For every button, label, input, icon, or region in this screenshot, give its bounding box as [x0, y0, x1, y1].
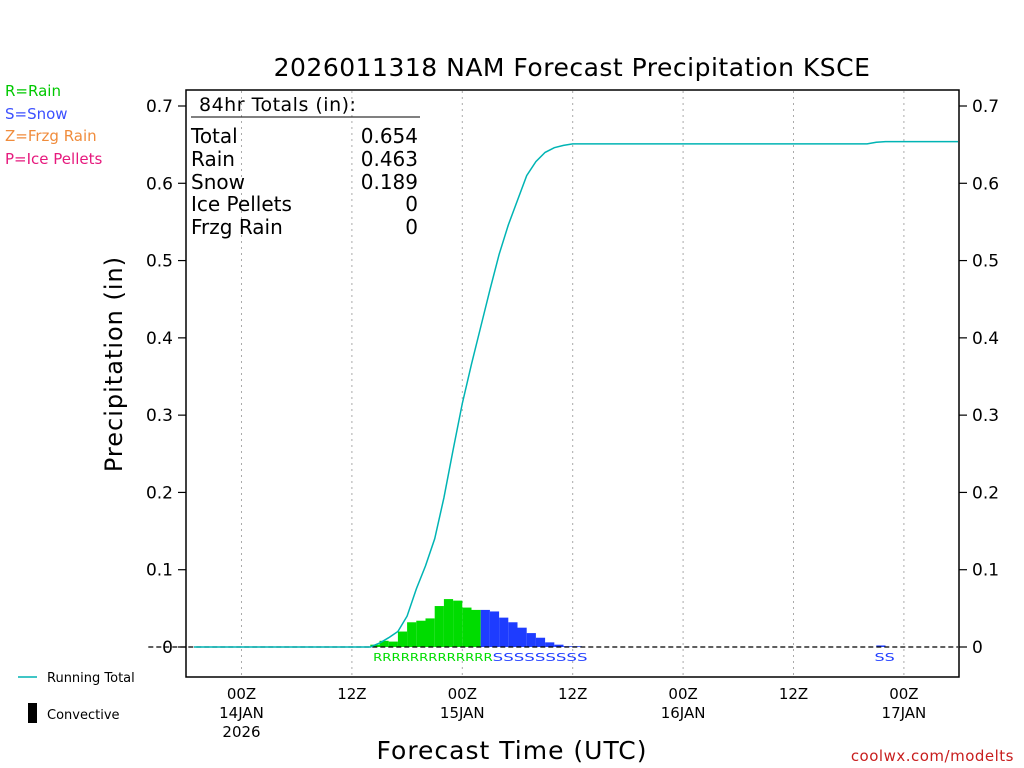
plot-area [185, 89, 960, 678]
precip-bar-1 [379, 640, 389, 647]
ptype-label-row-1: SSSSSSSSS [493, 651, 588, 664]
y-tick-label-left-3: 0.3 [146, 406, 173, 426]
y-tick-label-right-1: 0.1 [972, 561, 999, 581]
precip-bar-7 [434, 606, 444, 647]
x-tick-label-0-3: 2026 [222, 723, 260, 741]
totals-label-snow: Snow [191, 170, 245, 194]
precip-bar-18 [535, 637, 546, 647]
precip-bar-20 [554, 644, 564, 647]
ptype-label-row-0: RRRRRRRRRRRRR [373, 651, 493, 664]
running-total-legend-label: Running Total [47, 671, 135, 686]
x-tick-label-0-2: 14JAN [219, 704, 264, 722]
totals-label-rain: Rain [191, 147, 235, 171]
precip-bar-23 [876, 645, 886, 647]
bottom-legend: Running Total Convective [18, 671, 135, 723]
chart-title: 2026011318 NAM Forecast Precipitation KS… [274, 53, 871, 82]
totals-value-total: 0.654 [361, 124, 418, 148]
x-tick-label-6-1: 00Z [889, 685, 918, 703]
precip-bar-11 [471, 609, 481, 647]
totals-label-ice-pellets: Ice Pellets [191, 192, 292, 216]
precip-bar-22 [572, 646, 582, 648]
precip-bar-15 [508, 622, 518, 647]
y-tick-label-left-2: 0.2 [146, 483, 173, 503]
y-tick-label-right-2: 0.2 [972, 483, 999, 503]
precip-bar-8 [443, 599, 454, 647]
y-tick-label-left-1: 0.1 [146, 561, 173, 581]
precip-bar-4 [407, 622, 417, 647]
totals-value-frzg-rain: 0 [405, 215, 418, 239]
precip-bar-10 [462, 607, 472, 647]
y-tick-label-right-4: 0.4 [972, 329, 999, 349]
running-total-line [194, 140, 958, 648]
legend-ice-pellets: P=Ice Pellets [5, 150, 102, 168]
y-tick-label-left-4: 0.4 [146, 329, 173, 349]
totals-header: 84hr Totals (in): [199, 94, 356, 116]
legend-rain: R=Rain [5, 82, 61, 100]
y-tick-label-right-6: 0.6 [972, 174, 999, 194]
y-tick-label-right-0: 0 [972, 638, 983, 658]
ptype-label-rows: RRRRRRRRRRRRR SSSSSSSSS SS [373, 651, 895, 664]
precip-bars [370, 599, 886, 648]
y-tick-label-left-6: 0.6 [146, 174, 173, 194]
y-axis: 0 00.1 0.10.2 0.20.3 0.30.4 0.40.5 0.50.6 0.60.… [146, 97, 999, 658]
totals-box: 84hr Totals (in): Total 0.654 Rain 0.463… [190, 94, 420, 239]
precip-bar-14 [499, 617, 509, 647]
precip-bar-13 [489, 611, 500, 647]
totals-label-frzg-rain: Frzg Rain [191, 215, 283, 239]
precip-bar-19 [545, 642, 555, 647]
totals-value-rain: 0.463 [361, 147, 418, 171]
x-tick-label-5-1: 12Z [779, 685, 808, 703]
convective-legend-label: Convective [47, 708, 120, 723]
y-axis-label: Precipitation (in) [100, 256, 128, 472]
y-tick-label-right-7: 0.7 [972, 97, 999, 117]
x-tick-label-0-1: 00Z [227, 685, 256, 703]
precip-bar-12 [480, 609, 490, 647]
x-tick-label-2-2: 15JAN [440, 704, 485, 722]
y-tick-label-left-7: 0.7 [146, 97, 173, 117]
precip-bar-5 [416, 620, 426, 647]
precip-bar-6 [425, 618, 435, 647]
y-tick-label-right-3: 0.3 [972, 406, 999, 426]
y-tick-label-left-0: 0 [162, 638, 173, 658]
totals-label-total: Total [190, 124, 238, 148]
convective-swatch [28, 703, 37, 723]
y-tick-label-right-5: 0.5 [972, 252, 999, 272]
precip-bar-3 [397, 631, 408, 647]
x-tick-label-4-2: 16JAN [661, 704, 706, 722]
legend-frzg-rain: Z=Frzg Rain [5, 127, 97, 145]
ptype-legend: R=Rain S=Snow Z=Frzg Rain P=Ice Pellets [5, 82, 102, 168]
x-tick-label-4-1: 00Z [668, 685, 697, 703]
legend-snow: S=Snow [5, 105, 68, 123]
credit-text: coolwx.com/modelts [851, 747, 1014, 765]
x-tick-label-2-1: 00Z [448, 685, 477, 703]
x-tick-label-3-1: 12Z [558, 685, 587, 703]
totals-value-ice-pellets: 0 [405, 192, 418, 216]
x-axis-label: Forecast Time (UTC) [377, 736, 648, 765]
precip-bar-16 [517, 627, 527, 647]
precip-bar-9 [453, 600, 463, 647]
precip-bar-17 [526, 633, 536, 647]
grid-lines [241, 91, 905, 676]
x-tick-label-6-2: 17JAN [882, 704, 927, 722]
y-tick-label-left-5: 0.5 [146, 252, 173, 272]
precip-bar-2 [388, 641, 398, 647]
ptype-label-row-2: SS [875, 651, 895, 664]
totals-value-snow: 0.189 [361, 170, 418, 194]
x-tick-label-1-1: 12Z [337, 685, 366, 703]
